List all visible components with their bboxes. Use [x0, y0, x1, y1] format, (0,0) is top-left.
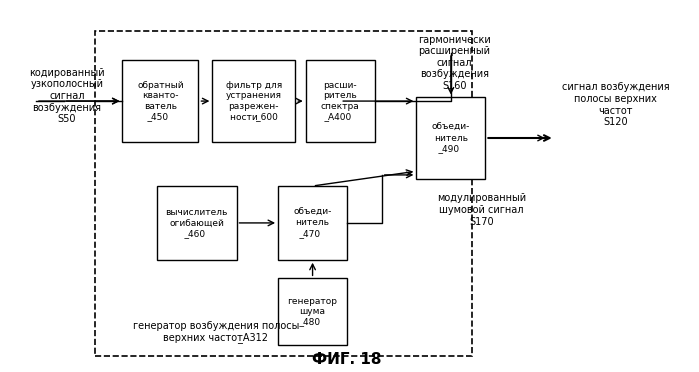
- Text: фильтр для
устранения
разрежен-
ности ̲600: фильтр для устранения разрежен- ности ̲6…: [226, 81, 282, 121]
- FancyBboxPatch shape: [212, 61, 295, 142]
- FancyBboxPatch shape: [278, 278, 347, 345]
- Text: вычислитель
огибающей
̲460: вычислитель огибающей ̲460: [166, 208, 228, 238]
- FancyBboxPatch shape: [122, 61, 199, 142]
- Text: генератор
шума
̲480: генератор шума ̲480: [287, 296, 338, 327]
- FancyBboxPatch shape: [305, 61, 375, 142]
- Text: кодированный
узкополосный
сигнал
возбуждения
S50: кодированный узкополосный сигнал возбужд…: [29, 68, 105, 124]
- Text: обратный
кванто-
ватель
̲450: обратный кванто- ватель ̲450: [137, 81, 184, 121]
- FancyBboxPatch shape: [157, 186, 236, 260]
- FancyBboxPatch shape: [278, 186, 347, 260]
- Text: сигнал возбуждения
полосы верхних
частот
S120: сигнал возбуждения полосы верхних частот…: [561, 82, 669, 127]
- Text: расши-
ритель
спектра
̲A400: расши- ритель спектра ̲A400: [321, 81, 359, 121]
- FancyBboxPatch shape: [95, 31, 472, 356]
- Text: объеди-
нитель
̲470: объеди- нитель ̲470: [294, 208, 332, 238]
- Text: объеди-
нитель
̲490: объеди- нитель ̲490: [432, 123, 470, 153]
- Text: модулированный
шумовой сигнал
S170: модулированный шумовой сигнал S170: [437, 193, 526, 227]
- FancyBboxPatch shape: [417, 97, 486, 179]
- Text: гармонически
расширенный
сигнал
возбуждения
S160: гармонически расширенный сигнал возбужде…: [418, 35, 491, 91]
- Text: генератор возбуждения полосы
верхних частот̲A312: генератор возбуждения полосы верхних час…: [133, 321, 299, 343]
- Text: ФИГ. 18: ФИГ. 18: [312, 352, 382, 367]
